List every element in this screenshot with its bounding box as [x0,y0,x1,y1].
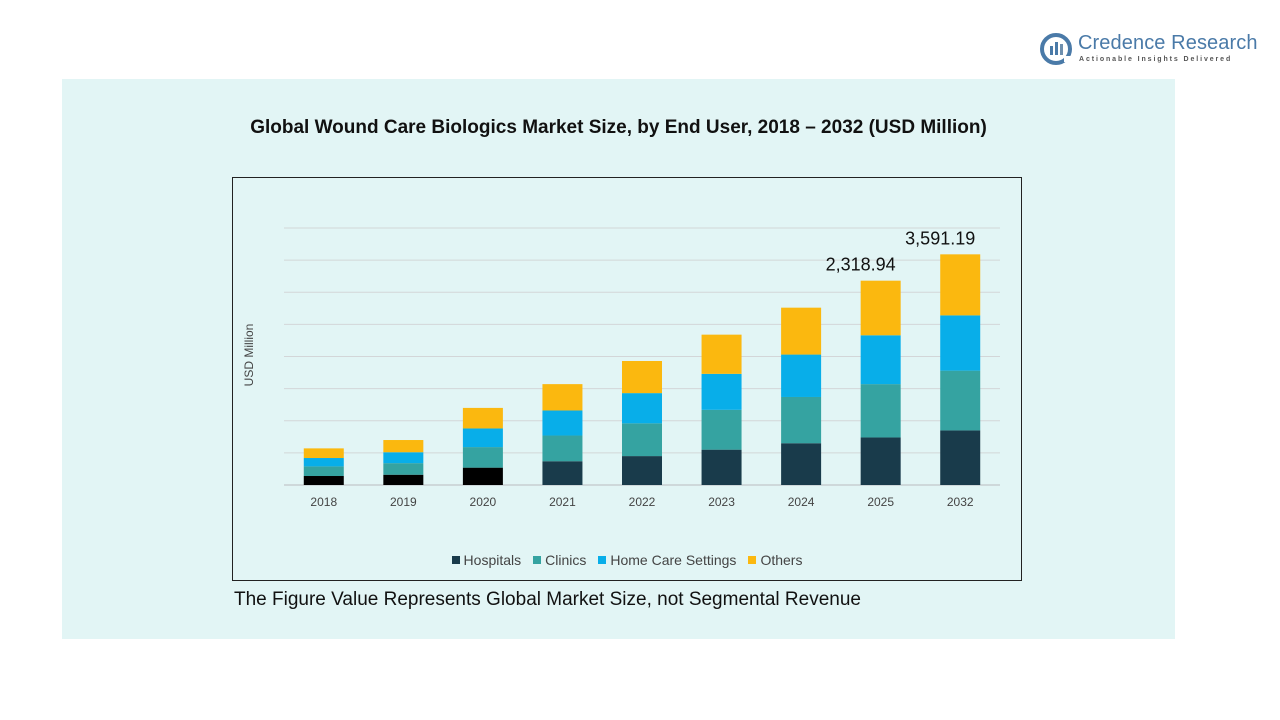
x-tick-label: 2032 [947,495,974,509]
bar-segment [462,447,503,468]
legend-label: Home Care Settings [610,552,737,568]
bar-segment [701,373,742,410]
bar-segment [940,254,981,316]
bar-segment [383,463,424,475]
x-tick-label: 2025 [867,495,894,509]
bar-segment [303,466,344,477]
bar-segment [542,384,583,411]
legend-item: Clinics [533,552,586,568]
legend-item: Others [748,552,802,568]
brand-name: Credence Research [1078,32,1258,54]
bar-segment [542,435,583,462]
chart-frame [232,177,1022,581]
legend-item: Hospitals [451,552,522,568]
brand-logo: Credence Research Actionable Insights De… [1040,30,1260,70]
chart-panel [62,79,1175,639]
x-tick-label: 2024 [788,495,815,509]
bar-segment [542,461,583,485]
x-tick-label: 2022 [629,495,656,509]
bar-segment [860,384,901,438]
chart-title: Global Wound Care Biologics Market Size,… [250,117,987,138]
bar-segment [860,280,901,336]
data-label: 2,318.94 [826,255,896,275]
bar-segment [303,476,344,485]
bar-segment [383,452,424,464]
bar-segment [462,467,503,485]
bar-segment [940,315,981,371]
legend-swatch [533,556,542,564]
bar-segment [781,396,822,444]
legend-swatch [451,556,460,564]
bar-segment [383,474,424,485]
x-tick-label: 2020 [470,495,497,509]
legend-swatch [748,556,757,564]
bar-segment [622,393,662,424]
bar-segment [781,307,822,355]
bar-segment [622,360,662,394]
legend-label: Others [760,552,803,568]
footnote: The Figure Value Represents Global Marke… [234,589,861,610]
bar-segment [701,409,742,450]
data-label: 3,591.19 [905,228,975,248]
legend-label: Clinics [545,552,587,568]
legend-swatch [598,556,607,564]
x-tick-label: 2021 [549,495,576,509]
bar-segment [860,335,901,385]
bar-segment [781,354,822,397]
bar-segment [303,448,344,459]
bar-segment [781,443,822,485]
bar-segment [940,370,981,431]
bar-segment [940,430,981,485]
bar-segment [542,410,583,436]
bar-segment [701,334,742,374]
legend-label: Hospitals [463,552,522,568]
credence-logo-icon [1040,33,1072,65]
bar-segment [462,428,503,448]
bar-segment [622,456,662,485]
bar-segment [303,458,344,467]
bar-segment [701,449,742,485]
bar-segment [860,437,901,485]
x-tick-label: 2018 [310,495,337,509]
legend-item: Home Care Settings [598,552,736,568]
x-tick-label: 2019 [390,495,417,509]
brand-tagline: Actionable Insights Delivered [1079,56,1233,63]
y-axis-label: USD Million [242,323,256,387]
bar-segment [462,407,503,429]
chart-legend: Hospitals Clinics Home Care Settings Others [232,552,1022,568]
bar-segment [383,440,424,453]
x-tick-label: 2023 [708,495,735,509]
bar-segment [622,423,662,457]
